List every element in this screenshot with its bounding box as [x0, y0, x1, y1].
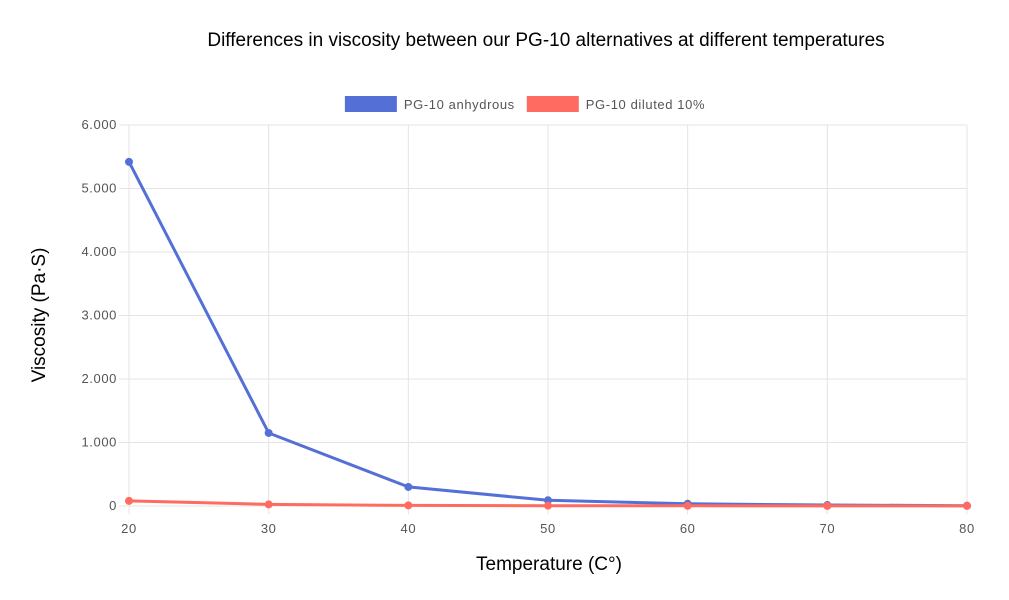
x-tick-label: 20 [121, 521, 137, 536]
series-layer [125, 157, 971, 510]
x-tick-label: 30 [261, 521, 277, 536]
y-axis-ticks: 0 1.000 2.000 3.000 4.000 5.000 6.000 [81, 117, 117, 513]
x-tick-label: 70 [819, 521, 835, 536]
data-point[interactable] [544, 501, 552, 510]
y-axis-title: Viscosity (Pa·S) [29, 248, 50, 383]
x-axis-ticks: 20 30 40 50 60 70 80 [121, 521, 975, 536]
y-tick-label: 3.000 [81, 308, 117, 323]
data-point[interactable] [125, 496, 133, 505]
x-tick-label: 60 [680, 521, 696, 536]
data-point[interactable] [823, 501, 832, 510]
series-2 [125, 496, 971, 510]
y-tick-label: 1.000 [81, 435, 117, 450]
legend-swatch[interactable] [344, 96, 397, 112]
legend-label: PG-10 anhydrous [404, 97, 515, 112]
legend: PG-10 anhydrous PG-10 diluted 10% [344, 96, 705, 112]
data-point[interactable] [125, 157, 133, 166]
data-point[interactable] [683, 501, 692, 510]
y-tick-label: 6.000 [81, 117, 117, 132]
legend-swatch[interactable] [526, 96, 579, 112]
data-point[interactable] [264, 500, 273, 509]
chart-title: Differences in viscosity between our PG-… [207, 30, 884, 51]
y-tick-label: 2.000 [81, 371, 117, 386]
y-tick-label: 5.000 [81, 181, 117, 196]
x-tick-label: 50 [540, 521, 556, 536]
x-tick-label: 40 [400, 521, 416, 536]
grid [119, 124, 968, 514]
x-axis-title: Temperature (C°) [476, 554, 622, 575]
data-point[interactable] [404, 501, 413, 510]
data-point[interactable] [963, 501, 971, 510]
data-point[interactable] [404, 482, 413, 491]
legend-label: PG-10 diluted 10% [586, 97, 705, 112]
x-tick-label: 80 [959, 521, 975, 536]
y-tick-label: 0 [109, 498, 117, 513]
y-tick-label: 4.000 [81, 244, 117, 259]
data-point[interactable] [264, 428, 273, 437]
